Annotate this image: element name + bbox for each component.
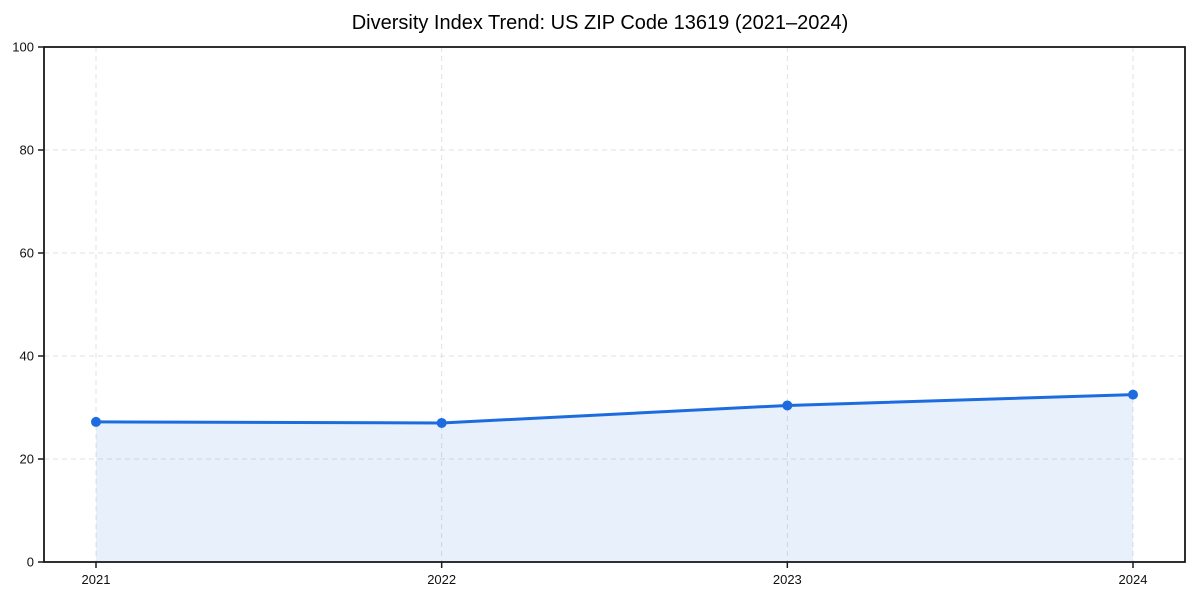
trend-line — [94, 393, 1135, 425]
plot-border — [43, 46, 1186, 563]
y-tick-label: 60 — [20, 246, 34, 261]
x-tick-label: 2022 — [427, 572, 456, 587]
data-point — [782, 400, 793, 411]
data-point — [1128, 389, 1138, 400]
y-tick-label: 0 — [27, 555, 34, 570]
area-fill — [96, 394, 1133, 562]
y-tick-label: 100 — [12, 40, 34, 55]
data-point — [91, 416, 101, 427]
x-tick-label: 2024 — [1119, 572, 1148, 587]
y-tick-label: 80 — [20, 143, 34, 158]
y-tick-label: 20 — [20, 452, 34, 467]
x-tick-label: 2021 — [82, 572, 111, 587]
y-tick-label: 40 — [20, 349, 34, 364]
data-point — [436, 417, 447, 428]
x-tick-label: 2023 — [773, 572, 802, 587]
chart-title: Diversity Index Trend: US ZIP Code 13619… — [351, 12, 849, 34]
